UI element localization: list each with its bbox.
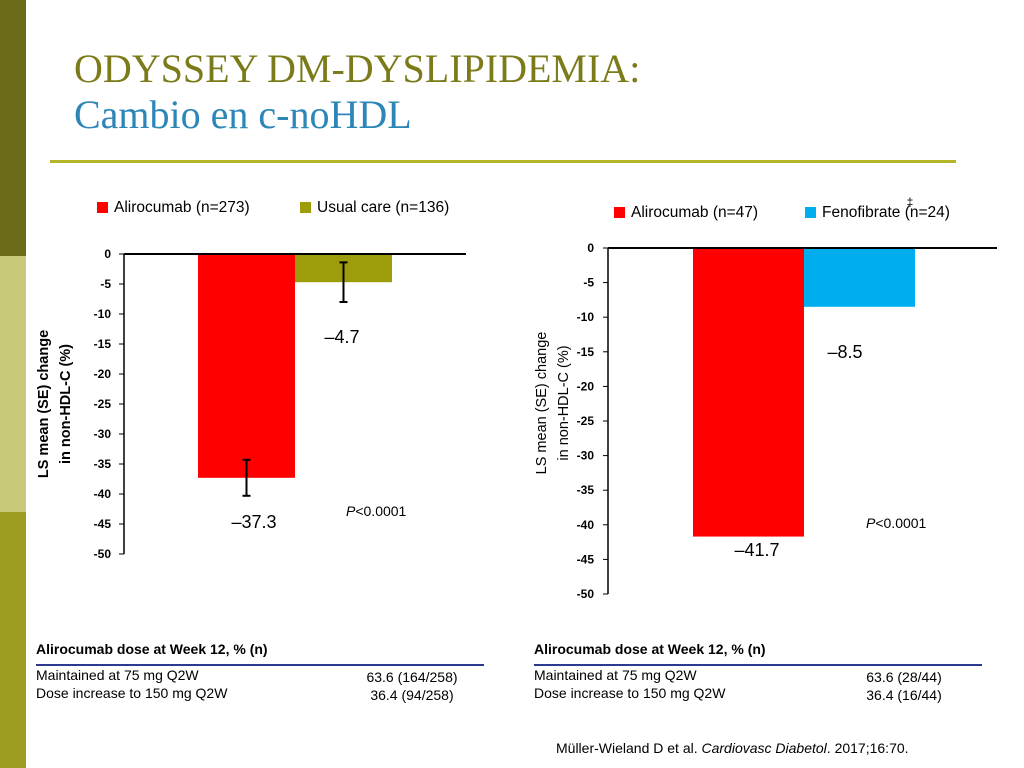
y-tick-label: -30	[577, 449, 595, 463]
legend-swatch	[614, 207, 625, 218]
dose-table-header: Alirocumab dose at Week 12, % (n)	[36, 641, 268, 657]
dose-row-value: 63.6 (28/44)	[866, 669, 942, 685]
dose-table-rule	[36, 664, 484, 666]
y-tick-label: -45	[577, 552, 595, 566]
legend-label: Alirocumab (n=47)	[631, 204, 758, 221]
dose-row-value: 63.6 (164/258)	[366, 669, 458, 685]
y-tick-label: -25	[577, 414, 595, 428]
citation: Müller-Wieland D et al. Cardiovasc Diabe…	[556, 740, 909, 756]
slide-title-line1: ODYSSEY DM-DYSLIPIDEMIA:	[74, 46, 641, 91]
y-tick-label: -50	[577, 587, 595, 601]
slide-title: ODYSSEY DM-DYSLIPIDEMIA: Cambio en c-noH…	[74, 46, 640, 138]
y-tick-label: -35	[94, 457, 112, 471]
legend-swatch	[97, 202, 108, 213]
y-axis-label: in non-HDL-C (%)	[556, 345, 572, 460]
y-axis-label: LS mean (SE) change	[36, 330, 52, 478]
legend-label: Fenofibrate (n=24)	[822, 204, 950, 221]
y-tick-label: -40	[94, 487, 112, 501]
y-tick-label: -5	[583, 276, 594, 290]
p-threshold: <0.0001	[355, 503, 406, 519]
data-label: –4.7	[324, 327, 359, 347]
y-tick-label: -25	[94, 397, 112, 411]
slide-title-line2: Cambio en c-noHDL	[74, 92, 412, 137]
y-tick-label: -45	[94, 517, 112, 531]
title-underline	[50, 160, 956, 163]
data-label: –41.7	[734, 540, 779, 560]
y-tick-label: -20	[577, 379, 595, 393]
legend-label: Alirocumab (n=273)	[114, 199, 250, 216]
legend-swatch	[805, 207, 816, 218]
y-tick-label: -30	[94, 427, 112, 441]
p-symbol: P	[346, 503, 356, 519]
bar	[804, 248, 915, 307]
p-threshold: <0.0001	[875, 515, 926, 531]
legend-swatch	[300, 202, 311, 213]
y-tick-label: -10	[94, 307, 112, 321]
left-stripe-light	[0, 256, 26, 512]
y-tick-label: -20	[94, 367, 112, 381]
dose-row-value: 36.4 (16/44)	[866, 687, 942, 703]
y-tick-label: -40	[577, 518, 595, 532]
y-tick-label: -50	[94, 547, 112, 561]
p-value-label: P<0.0001	[866, 515, 927, 531]
dose-row-label: Dose increase to 150 mg Q2W	[534, 685, 726, 701]
y-tick-label: 0	[104, 247, 111, 261]
y-tick-label: -35	[577, 483, 595, 497]
left-stripe-dark	[0, 0, 26, 256]
y-axis-label: LS mean (SE) change	[534, 332, 550, 475]
left-stripe-olive	[0, 512, 26, 768]
dose-row-value: 36.4 (94/258)	[370, 687, 454, 703]
legend-label: Usual care (n=136)	[317, 199, 449, 216]
dose-row-label: Maintained at 75 mg Q2W	[534, 667, 697, 683]
citation-journal: Cardiovasc Diabetol	[701, 740, 827, 756]
y-tick-label: -15	[94, 337, 112, 351]
bar	[198, 254, 295, 478]
y-tick-label: 0	[587, 241, 594, 255]
data-label: –8.5	[827, 342, 862, 362]
dose-row-label: Dose increase to 150 mg Q2W	[36, 685, 228, 701]
y-tick-label: -15	[577, 345, 595, 359]
p-symbol: P	[866, 515, 876, 531]
bar	[693, 248, 804, 537]
p-value-label: P<0.0001	[346, 503, 407, 519]
data-label: –37.3	[231, 512, 276, 532]
y-tick-label: -10	[577, 310, 595, 324]
dose-table-rule	[534, 664, 982, 666]
y-axis-label: in non-HDL-C (%)	[58, 344, 74, 464]
y-tick-label: -5	[100, 277, 111, 291]
citation-details: . 2017;16:70.	[826, 740, 909, 756]
citation-authors: Müller-Wieland D et al.	[556, 740, 702, 756]
dose-row-label: Maintained at 75 mg Q2W	[36, 667, 199, 683]
dose-table-header: Alirocumab dose at Week 12, % (n)	[534, 641, 766, 657]
significance-marker: ‡	[907, 195, 914, 209]
